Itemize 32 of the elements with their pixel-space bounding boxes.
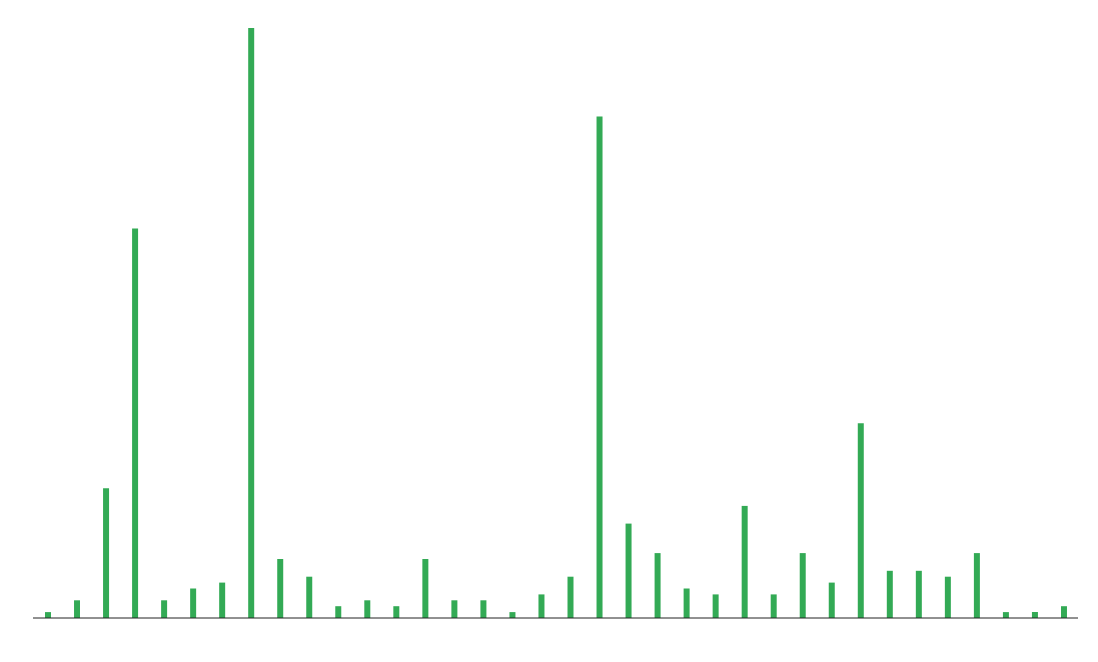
bar [857, 423, 864, 618]
bar [944, 576, 951, 618]
bar [596, 116, 603, 618]
bar [219, 582, 226, 618]
bar [335, 606, 342, 618]
bar [741, 505, 748, 618]
bar [103, 488, 110, 618]
bar [480, 600, 487, 618]
bar [451, 600, 458, 618]
bar [393, 606, 400, 618]
bar [625, 523, 632, 618]
bar [161, 600, 168, 618]
bar [132, 228, 139, 618]
bar [828, 582, 835, 618]
bar [973, 553, 980, 618]
bar [712, 594, 719, 618]
bar [538, 594, 545, 618]
bar [422, 559, 429, 618]
bar [654, 553, 661, 618]
bar [277, 559, 284, 618]
bar [1060, 606, 1067, 618]
bar [799, 553, 806, 618]
bar [248, 28, 255, 618]
bar [886, 570, 893, 618]
bar [306, 576, 313, 618]
bar [915, 570, 922, 618]
bar [770, 594, 777, 618]
bar [190, 588, 197, 618]
bar [74, 600, 81, 618]
bar [567, 576, 574, 618]
bar [364, 600, 371, 618]
bar [683, 588, 690, 618]
